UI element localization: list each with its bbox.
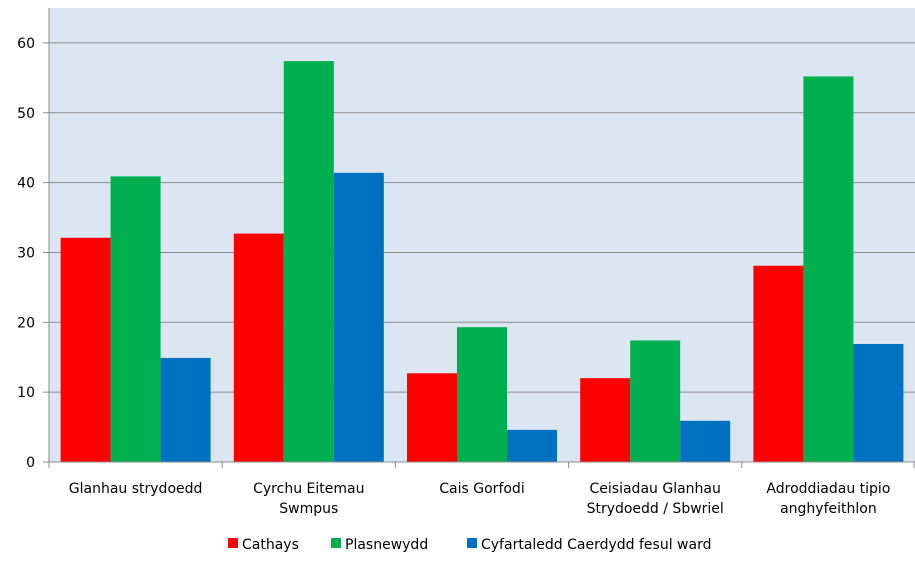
bar-cathays	[233, 233, 284, 462]
bar-cathays	[407, 373, 457, 462]
bar-plasnewydd	[283, 61, 334, 463]
x-category-label-line: Strydoedd / Sbwriel	[587, 501, 724, 517]
x-category-label: Adroddiadau tipio anghyfeithlon	[766, 481, 890, 517]
bar-plasnewydd	[803, 76, 854, 463]
bar-cyfartaledd-caerdydd-fesul-ward	[853, 343, 904, 462]
legend-label: Cathays	[242, 537, 299, 553]
y-tick-label: 0	[26, 455, 35, 471]
bar-cathays	[753, 265, 804, 462]
y-tick-label: 40	[17, 176, 35, 192]
x-category-label-line: Cyrchu Eitemau	[253, 481, 364, 497]
x-category-label: Ceisiadau Glanhau Strydoedd / Sbwriel	[587, 481, 724, 517]
x-category-label: Cyrchu Eitemau Swmpus	[253, 481, 364, 517]
axes	[48, 8, 915, 468]
y-tick-label: 60	[17, 36, 35, 52]
bar-cyfartaledd-caerdydd-fesul-ward	[333, 172, 384, 463]
x-category-label-line: Adroddiadau tipio	[766, 481, 890, 497]
y-tick-label: 20	[17, 315, 35, 331]
bar-cathays	[60, 237, 111, 462]
x-category-label-line: Ceisiadau Glanhau	[590, 481, 721, 497]
bar-cyfartaledd-caerdydd-fesul-ward	[160, 357, 211, 462]
legend: Cathays Plasnewydd Cyfartaledd Caerdydd fe…	[228, 537, 711, 553]
bar-plasnewydd	[457, 327, 507, 462]
y-axis-ticks: 0 10 20 30 40 50 60	[17, 36, 49, 471]
y-tick-label: 50	[17, 106, 35, 122]
bars	[60, 61, 904, 463]
y-tick-label: 10	[17, 385, 35, 401]
x-category-label-line: Swmpus	[279, 501, 338, 517]
legend-label: Plasnewydd	[345, 537, 428, 553]
legend-swatch	[228, 538, 238, 548]
x-category-label-line: Cais Gorfodi	[439, 481, 524, 497]
legend-swatch	[467, 538, 477, 548]
legend-swatch	[331, 538, 341, 548]
bar-plasnewydd	[110, 176, 161, 462]
bar-plasnewydd	[630, 340, 681, 462]
bar-cathays	[580, 378, 631, 462]
legend-label: Cyfartaledd Caerdydd fesul ward	[481, 537, 711, 553]
bar-cyfartaledd-caerdydd-fesul-ward	[507, 429, 557, 462]
x-category-label-line: Glanhau strydoedd	[69, 481, 203, 497]
bar-cyfartaledd-caerdydd-fesul-ward	[680, 420, 731, 462]
x-category-label: Glanhau strydoedd	[69, 481, 203, 497]
x-category-label: Cais Gorfodi	[439, 481, 524, 497]
y-tick-label: 30	[17, 245, 35, 261]
x-category-label-line: anghyfeithlon	[780, 501, 877, 517]
x-axis-categories: Glanhau strydoedd Cyrchu Eitemau Swmpus Cai…	[69, 481, 891, 517]
